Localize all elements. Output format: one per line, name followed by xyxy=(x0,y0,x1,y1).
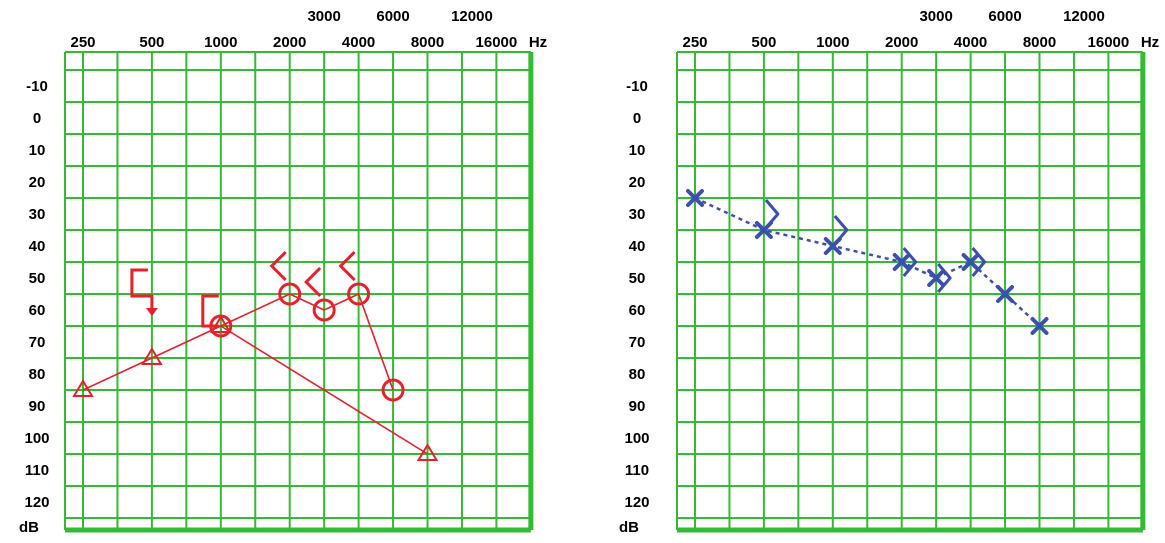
x-tick-label-upper: 3000 xyxy=(919,8,952,25)
y-tick-label: 40 xyxy=(29,238,46,255)
x-tick-label: 8000 xyxy=(1023,34,1056,51)
x-tick-label: 2000 xyxy=(273,34,306,51)
y-tick-label: 90 xyxy=(29,398,46,415)
x-unit-label: Hz xyxy=(1141,34,1159,51)
data-point-bracket-right xyxy=(764,199,780,229)
data-point-x xyxy=(996,285,1015,303)
data-point-bracket-left xyxy=(304,266,322,298)
x-tick-label-upper: 12000 xyxy=(451,8,493,25)
y-tick-label: -10 xyxy=(626,78,648,95)
y-tick-label: 0 xyxy=(33,110,41,127)
data-point-bracket-left xyxy=(269,250,287,282)
data-point-x xyxy=(927,269,946,287)
y-tick-label: 30 xyxy=(629,206,646,223)
data-point-x xyxy=(892,253,911,271)
data-point-circle xyxy=(278,282,302,306)
x-tick-label: 16000 xyxy=(476,34,518,51)
y-tick-label: 60 xyxy=(629,302,646,319)
data-point-circle xyxy=(381,378,405,402)
y-tick-label: 60 xyxy=(29,302,46,319)
y-tick-label: 40 xyxy=(629,238,646,255)
y-tick-label: 100 xyxy=(24,430,49,447)
arrow-down-icon xyxy=(145,308,158,316)
y-tick-label: 10 xyxy=(629,142,646,159)
x-tick-label: 500 xyxy=(139,34,164,51)
y-tick-label: 20 xyxy=(29,174,46,191)
series-bracket-arrow-down xyxy=(130,268,158,316)
series-angle-bracket-right xyxy=(764,199,987,293)
x-tick-label: 4000 xyxy=(954,34,987,51)
series-line-extension xyxy=(220,293,291,327)
data-point-bracket-right xyxy=(833,215,849,245)
y-tick-label: 70 xyxy=(629,334,646,351)
y-tick-label: 120 xyxy=(624,494,649,511)
data-point-triangle xyxy=(141,347,163,365)
y-tick-label: -10 xyxy=(26,78,48,95)
x-tick-label-upper: 6000 xyxy=(376,8,409,25)
data-point-triangle xyxy=(416,443,439,461)
y-tick-label: 120 xyxy=(24,494,49,511)
series-line xyxy=(82,325,222,391)
data-point-bracket-arrow xyxy=(130,268,154,314)
series-line xyxy=(289,292,394,391)
y-tick-label: 80 xyxy=(29,366,46,383)
data-point-bracket-right xyxy=(902,247,918,277)
data-point-bracket-left xyxy=(338,250,356,282)
data-point-triangle xyxy=(72,379,94,397)
y-tick-label: 0 xyxy=(633,110,641,127)
series-bracket-left xyxy=(201,294,219,328)
x-tick-label-upper: 6000 xyxy=(988,8,1021,25)
x-tick-label: 250 xyxy=(682,34,707,51)
y-tick-label: 70 xyxy=(29,334,46,351)
data-point-x xyxy=(686,189,704,207)
y-tick-label: 90 xyxy=(629,398,646,415)
y-tick-label: 80 xyxy=(629,366,646,383)
data-point-circle xyxy=(347,282,371,306)
data-point-bracket-right xyxy=(937,263,952,293)
y-tick-label: 50 xyxy=(629,270,646,287)
data-point-bracket xyxy=(201,294,219,328)
x-tick-label: 250 xyxy=(70,34,95,51)
y-tick-label: 100 xyxy=(624,430,649,447)
series-angle-bracket-left xyxy=(269,250,356,298)
data-point-x xyxy=(1030,317,1049,335)
y-tick-label: 20 xyxy=(629,174,646,191)
y-tick-label: 110 xyxy=(625,462,649,479)
data-point-bracket-right xyxy=(971,247,987,277)
x-tick-label: 500 xyxy=(751,34,776,51)
y-tick-label: 10 xyxy=(29,142,46,159)
data-point-x xyxy=(961,253,980,271)
x-unit-label: Hz xyxy=(529,34,547,51)
x-tick-label: 1000 xyxy=(816,34,849,51)
data-point-circle xyxy=(312,298,336,322)
y-unit-label: dB xyxy=(19,519,39,536)
x-tick-label: 4000 xyxy=(342,34,375,51)
y-tick-label: 110 xyxy=(25,462,49,479)
x-tick-label-upper: 12000 xyxy=(1063,8,1105,25)
series-triangle xyxy=(72,315,439,461)
x-tick-label-upper: 3000 xyxy=(307,8,340,25)
y-unit-label: dB xyxy=(619,519,639,536)
x-tick-label: 1000 xyxy=(204,34,237,51)
y-tick-label: 50 xyxy=(29,270,46,287)
y-tick-label: 30 xyxy=(29,206,46,223)
x-tick-label: 2000 xyxy=(885,34,918,51)
series-circle xyxy=(209,282,405,402)
series-line-extension xyxy=(220,325,428,455)
x-tick-label: 16000 xyxy=(1088,34,1130,51)
x-tick-label: 8000 xyxy=(411,34,444,51)
